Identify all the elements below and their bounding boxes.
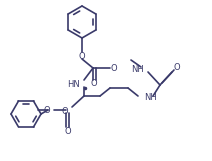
Text: NH: NH bbox=[131, 65, 144, 74]
Text: NH: NH bbox=[144, 93, 157, 101]
Text: O: O bbox=[111, 63, 117, 72]
Text: O: O bbox=[174, 62, 180, 71]
Text: O: O bbox=[61, 106, 68, 115]
Text: HN: HN bbox=[67, 80, 80, 89]
Text: O: O bbox=[43, 105, 50, 114]
Text: O: O bbox=[91, 79, 97, 87]
Text: O: O bbox=[79, 52, 85, 61]
Text: O: O bbox=[65, 127, 71, 136]
